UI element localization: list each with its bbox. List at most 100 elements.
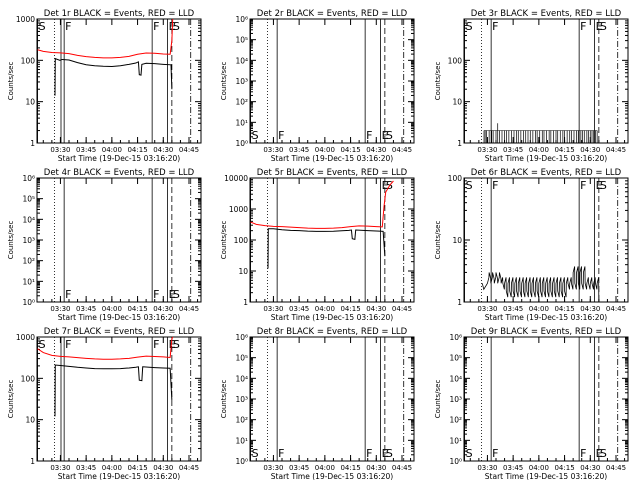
x-axis-label: Start Time (19-Dec-15 03:16:20) xyxy=(58,313,180,322)
x-tick-label: 04:15 xyxy=(340,146,360,154)
event-marker-label: S xyxy=(466,179,473,192)
event-marker-label: F xyxy=(492,447,498,460)
x-tick-label: 04:30 xyxy=(580,464,600,472)
x-tick-label: 03:45 xyxy=(76,305,96,313)
y-tick-label: 100 xyxy=(21,374,36,383)
y-axis-label: Counts/sec xyxy=(220,380,228,419)
y-tick-label: 10² xyxy=(22,257,35,266)
chart-title: Det 9r BLACK = Events, RED = LLD xyxy=(471,327,622,337)
event-marker-label: E xyxy=(596,447,603,460)
event-marker-label: S xyxy=(39,338,46,351)
x-tick-label: 03:30 xyxy=(50,305,70,313)
chart-title: Det 1r BLACK = Events, RED = LLD xyxy=(44,9,195,19)
y-tick-label: 10³ xyxy=(235,395,248,404)
event-marker-label: S xyxy=(386,447,393,460)
y-tick-label: 10 xyxy=(452,98,462,107)
y-tick-label: 10⁰ xyxy=(235,457,248,466)
chart-panel-6: Det 6r BLACK = Events, RED = LLD 1 10 100 Co… xyxy=(434,168,629,322)
y-tick-label: 1000 xyxy=(16,15,35,24)
event-marker-label: S xyxy=(466,20,473,33)
chart-title: Det 4r BLACK = Events, RED = LLD xyxy=(44,168,195,178)
y-tick-label: 10000 xyxy=(224,174,248,183)
x-tick-label: 03:30 xyxy=(477,464,497,472)
x-tick-label: 04:45 xyxy=(392,305,412,313)
plot-frame xyxy=(36,18,202,144)
series-events xyxy=(54,364,173,417)
series-lld xyxy=(250,180,394,229)
x-axis-label: Start Time (19-Dec-15 03:16:20) xyxy=(485,154,607,163)
y-tick-label: 10⁵ xyxy=(22,195,35,204)
event-marker-label: E xyxy=(169,288,176,301)
x-tick-label: 03:45 xyxy=(289,464,309,472)
x-tick-label: 04:45 xyxy=(179,305,199,313)
x-tick-label: 04:45 xyxy=(392,146,412,154)
y-tick-label: 10 xyxy=(452,236,462,245)
y-tick-label: 10¹ xyxy=(22,277,35,286)
y-tick-label: 10² xyxy=(235,98,248,107)
y-tick-label: 100 xyxy=(234,236,249,245)
plot-frame xyxy=(463,336,629,462)
x-tick-label: 04:00 xyxy=(315,305,335,313)
y-tick-label: 100 xyxy=(448,174,463,183)
y-tick-label: 1000 xyxy=(16,333,35,342)
y-tick-label: 10⁰ xyxy=(449,457,462,466)
x-tick-label: 04:30 xyxy=(580,305,600,313)
y-tick-label: 10 xyxy=(238,267,248,276)
x-tick-label: 03:30 xyxy=(263,305,283,313)
event-marker-label: F xyxy=(278,129,284,142)
event-marker-label: F xyxy=(580,179,586,192)
x-tick-label: 04:00 xyxy=(102,146,122,154)
plot-frame xyxy=(36,336,202,462)
chart-title: Det 6r BLACK = Events, RED = LLD xyxy=(471,168,622,178)
x-tick-label: 03:45 xyxy=(503,146,523,154)
y-axis-label: Counts/sec xyxy=(220,221,228,260)
x-tick-label: 03:45 xyxy=(76,464,96,472)
x-tick-label: 04:15 xyxy=(340,305,360,313)
y-tick-label: 10¹ xyxy=(449,436,462,445)
x-tick-label: 04:15 xyxy=(127,464,147,472)
chart-title: Det 8r BLACK = Events, RED = LLD xyxy=(257,327,408,337)
chart-panel-4: Det 4r BLACK = Events, RED = LLD 10⁰ 10¹ 10… xyxy=(7,168,202,322)
chart-title: Det 2r BLACK = Events, RED = LLD xyxy=(257,9,408,19)
x-tick-label: 04:30 xyxy=(153,464,173,472)
x-axis-label: Start Time (19-Dec-15 03:16:20) xyxy=(485,472,607,480)
series-events xyxy=(481,266,601,303)
y-tick-label: 10⁴ xyxy=(22,215,35,224)
event-marker-label: S xyxy=(466,447,473,460)
y-tick-label: 1 xyxy=(457,139,462,148)
x-tick-label: 04:45 xyxy=(179,146,199,154)
x-tick-label: 03:30 xyxy=(263,146,283,154)
event-marker-label: S xyxy=(600,20,607,33)
x-axis-label: Start Time (19-Dec-15 03:16:20) xyxy=(271,313,393,322)
plot-frame xyxy=(249,177,415,303)
event-marker-label: E xyxy=(382,179,389,192)
x-tick-label: 03:30 xyxy=(263,464,283,472)
y-tick-label: 1 xyxy=(30,139,35,148)
chart-title: Det 7r BLACK = Events, RED = LLD xyxy=(44,327,195,337)
x-tick-label: 03:45 xyxy=(289,146,309,154)
y-tick-label: 10⁵ xyxy=(449,354,462,363)
y-tick-label: 10⁶ xyxy=(449,333,462,342)
x-axis-label: Start Time (19-Dec-15 03:16:20) xyxy=(485,313,607,322)
x-tick-label: 04:15 xyxy=(554,305,574,313)
series-events xyxy=(483,123,598,143)
event-marker-label: F xyxy=(492,179,498,192)
y-axis-label: Counts/sec xyxy=(434,221,442,260)
x-tick-label: 03:45 xyxy=(503,464,523,472)
x-axis-label: Start Time (19-Dec-15 03:16:20) xyxy=(271,472,393,480)
y-tick-label: 10⁰ xyxy=(22,298,35,307)
y-axis-label: Counts/sec xyxy=(7,380,15,419)
y-tick-label: 10⁶ xyxy=(235,15,248,24)
x-axis-label: Start Time (19-Dec-15 03:16:20) xyxy=(271,154,393,163)
y-tick-label: 10⁰ xyxy=(235,139,248,148)
y-axis-label: Counts/sec xyxy=(220,62,228,101)
series-lld xyxy=(37,18,174,59)
y-tick-label: 1 xyxy=(30,457,35,466)
x-tick-label: 04:00 xyxy=(315,464,335,472)
y-tick-label: 10² xyxy=(449,416,462,425)
y-tick-label: 10⁶ xyxy=(235,333,248,342)
chart-title: Det 5r BLACK = Events, RED = LLD xyxy=(257,168,408,178)
event-marker-label: S xyxy=(600,179,607,192)
chart-panel-7: Det 7r BLACK = Events, RED = LLD 1 10 100 10… xyxy=(7,327,202,480)
